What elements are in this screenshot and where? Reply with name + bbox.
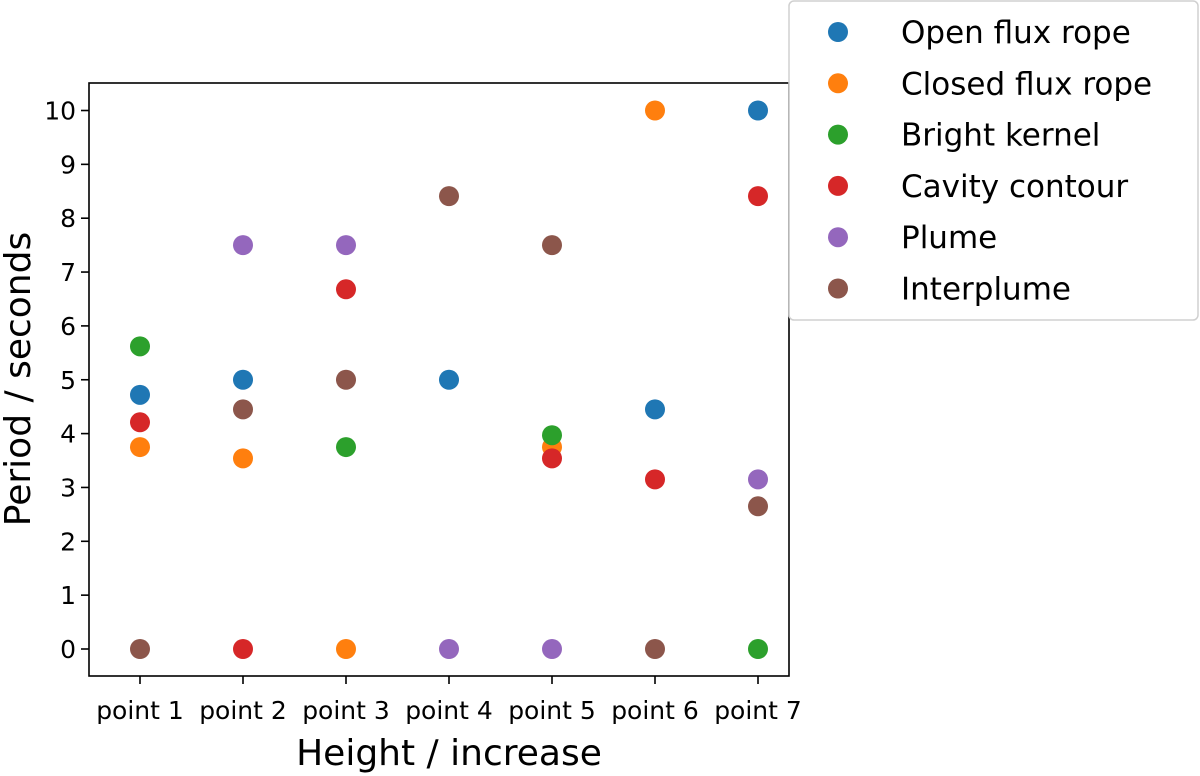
x-tick-label: point 4 <box>405 696 493 725</box>
data-point <box>233 448 253 469</box>
x-axis-title: Height / increase <box>296 733 602 774</box>
x-tick-label: point 7 <box>714 696 802 725</box>
legend-marker <box>828 175 848 196</box>
data-point <box>233 639 253 659</box>
y-tick-label: 6 <box>60 312 76 341</box>
y-tick-label: 1 <box>60 581 76 610</box>
legend-marker <box>828 124 848 145</box>
data-point <box>439 369 459 390</box>
x-tick-label: point 1 <box>96 696 184 725</box>
legend-label: Bright kernel <box>901 118 1100 154</box>
data-point <box>336 369 356 390</box>
y-tick-label: 3 <box>60 473 76 502</box>
data-point <box>748 100 768 121</box>
y-tick-label: 7 <box>60 258 76 287</box>
y-tick-label: 0 <box>60 635 76 664</box>
legend: Open flux rope Closed flux rope Bright ker… <box>788 0 1199 321</box>
legend-marker <box>828 278 848 299</box>
data-point <box>748 469 768 490</box>
data-point <box>645 469 665 490</box>
legend-label: Plume <box>901 220 997 256</box>
y-tick-label: 5 <box>60 366 76 395</box>
legend-marker <box>828 22 848 42</box>
data-point <box>336 279 356 300</box>
data-point <box>233 399 253 420</box>
y-tick-label: 4 <box>60 420 76 449</box>
data-point <box>542 639 562 659</box>
data-point <box>233 369 253 390</box>
data-point <box>336 235 356 256</box>
data-point <box>130 384 150 405</box>
data-point <box>748 496 768 517</box>
data-point <box>336 437 356 458</box>
x-axis: point 1 point 2 point 3 point 4 point 5 point… <box>96 676 802 725</box>
legend-marker <box>828 73 848 94</box>
legend-label: Open flux rope <box>901 15 1131 51</box>
y-tick-label: 9 <box>60 150 76 179</box>
data-point <box>130 437 150 458</box>
data-point <box>439 639 459 659</box>
y-axis: 0 1 2 3 4 5 6 7 8 9 10 <box>44 97 89 664</box>
data-points <box>130 100 768 659</box>
y-tick-label: 10 <box>44 97 76 126</box>
data-point <box>542 235 562 256</box>
data-point <box>439 186 459 207</box>
data-point <box>542 425 562 446</box>
y-axis-title: Period / seconds <box>0 232 39 526</box>
data-point <box>645 100 665 121</box>
legend-box <box>788 0 1199 321</box>
data-point <box>336 639 356 659</box>
data-point <box>542 448 562 469</box>
legend-label: Cavity contour <box>901 169 1128 205</box>
x-tick-label: point 5 <box>508 696 596 725</box>
data-point <box>748 186 768 207</box>
data-point <box>748 639 768 659</box>
data-point <box>130 412 150 433</box>
data-point <box>233 235 253 256</box>
legend-label: Interplume <box>901 272 1071 308</box>
x-tick-label: point 3 <box>302 696 390 725</box>
legend-marker <box>828 227 848 248</box>
data-point <box>645 639 665 659</box>
data-point <box>130 336 150 357</box>
data-point <box>645 399 665 420</box>
y-tick-label: 2 <box>60 527 76 556</box>
data-point <box>130 639 150 659</box>
y-tick-label: 8 <box>60 204 76 233</box>
legend-label: Closed flux rope <box>901 66 1152 102</box>
x-tick-label: point 6 <box>611 696 699 725</box>
x-tick-label: point 2 <box>199 696 287 725</box>
